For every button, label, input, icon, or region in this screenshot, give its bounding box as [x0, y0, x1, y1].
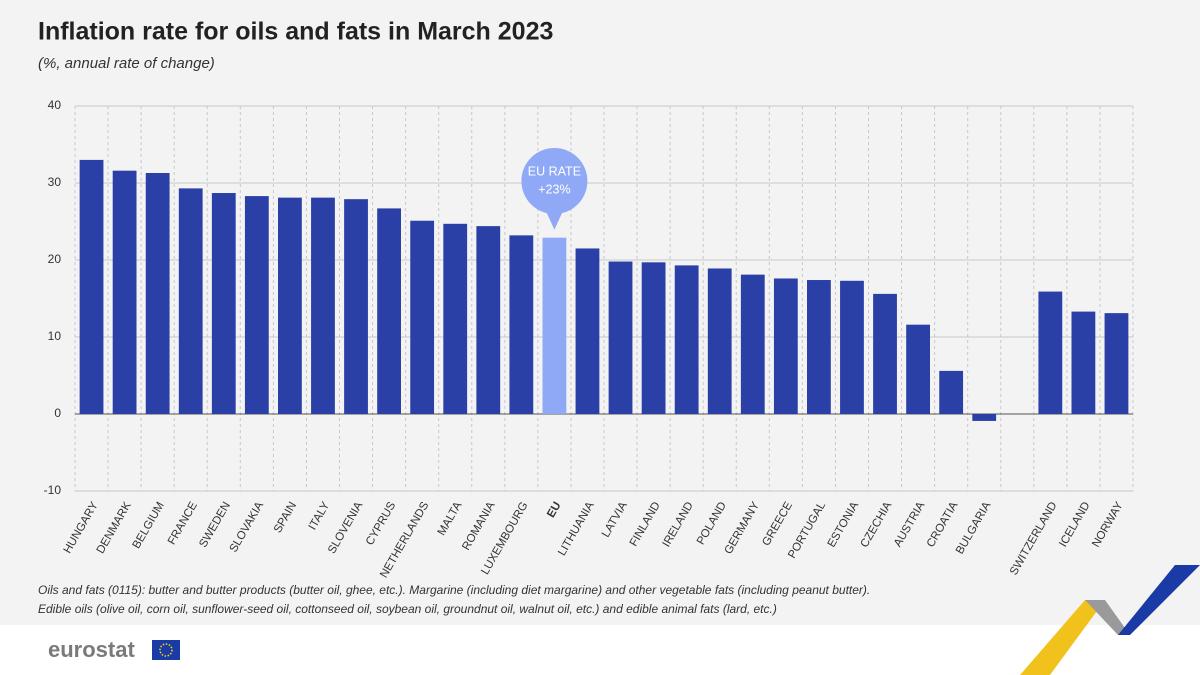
bar	[608, 261, 633, 414]
decoration	[1118, 565, 1200, 635]
bar	[377, 208, 401, 414]
annotation-bubble	[545, 210, 564, 230]
annotation-text: +23%	[538, 182, 570, 196]
bar	[641, 262, 666, 414]
logo-text: eurostat	[48, 637, 135, 662]
footer	[0, 625, 1200, 675]
bar	[79, 159, 104, 414]
bar	[311, 197, 335, 414]
bar	[211, 193, 236, 414]
decoration	[1020, 600, 1105, 675]
annotation-bubble	[521, 148, 588, 214]
bar	[939, 370, 964, 414]
decoration	[1085, 600, 1130, 635]
bar	[773, 278, 798, 414]
bar	[873, 293, 897, 414]
bar	[1071, 311, 1096, 414]
chart-subtitle: (%, annual rate of change)	[38, 55, 215, 72]
footnote: Edible oils (olive oil, corn oil, sunflo…	[38, 602, 777, 616]
bar	[1038, 291, 1063, 414]
bar	[707, 268, 732, 414]
chart-title: Inflation rate for oils and fats in Marc…	[38, 18, 553, 46]
bar	[278, 197, 302, 414]
y-tick-label: 40	[48, 98, 62, 112]
bar	[807, 280, 831, 414]
bar	[840, 280, 864, 414]
bar	[443, 223, 468, 414]
y-tick-label: 30	[48, 175, 62, 189]
bar	[1104, 313, 1129, 414]
bar	[740, 274, 765, 414]
bar	[145, 172, 170, 414]
bar	[509, 235, 534, 414]
eu-stars	[159, 643, 173, 657]
bar	[344, 199, 368, 414]
bar	[178, 188, 203, 414]
footnote: Oils and fats (0115): butter and butter …	[38, 583, 870, 597]
bar	[972, 414, 997, 421]
bar	[410, 220, 435, 414]
bar	[906, 324, 930, 414]
bar	[244, 196, 269, 414]
bar	[112, 170, 137, 414]
y-tick-label: 10	[48, 329, 62, 343]
y-tick-label: 0	[54, 406, 61, 420]
bar	[476, 226, 501, 414]
annotation-text: EU RATE	[528, 164, 581, 178]
bar	[575, 248, 600, 414]
y-tick-label: -10	[44, 483, 62, 497]
y-tick-label: 20	[48, 252, 62, 266]
bar	[674, 265, 699, 414]
bar	[542, 237, 567, 414]
eu-flag	[152, 640, 180, 660]
